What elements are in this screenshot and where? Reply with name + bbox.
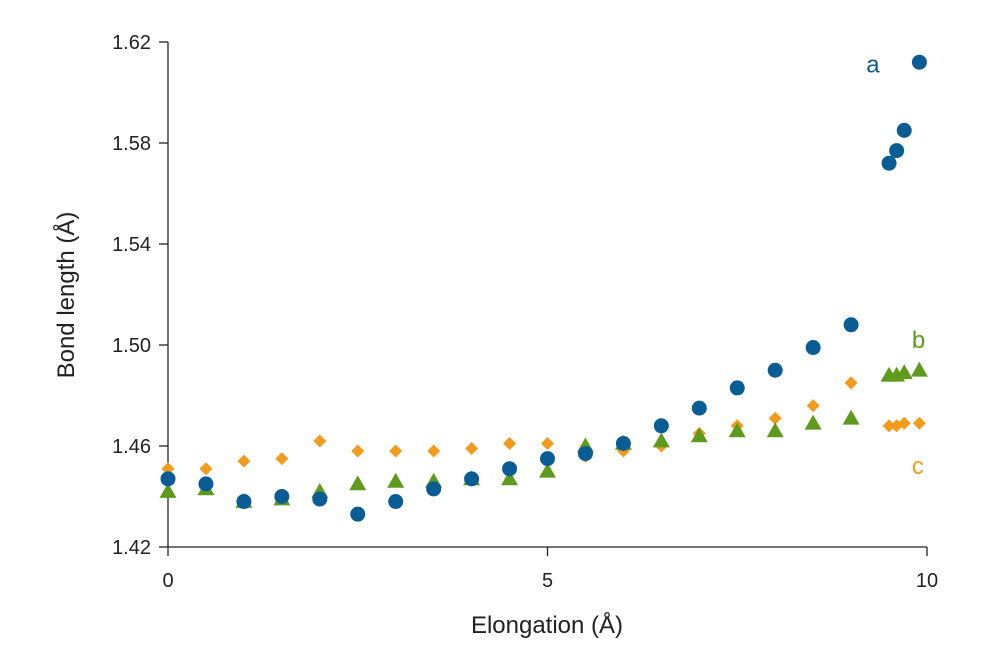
x-tick-label: 5 — [542, 570, 553, 592]
series-c-point — [844, 376, 858, 390]
series-b-point — [349, 475, 367, 491]
series-a-point — [502, 461, 518, 477]
series-b-point — [387, 472, 405, 488]
y-tick-label: 1.46 — [112, 436, 151, 458]
series-labels: a b c — [866, 52, 925, 480]
y-tick-label: 1.54 — [112, 234, 151, 256]
series-b-point — [804, 414, 822, 430]
series-b-point — [895, 364, 913, 380]
series-c-point — [313, 434, 327, 448]
series-c-point — [427, 444, 441, 458]
series-b-point — [501, 470, 519, 486]
series-a-point — [881, 155, 897, 171]
series-c-point — [503, 436, 517, 450]
x-tick-label: 0 — [162, 570, 173, 592]
series-c-point — [768, 411, 782, 425]
series-c-point — [465, 442, 479, 456]
x-tick-label: 10 — [916, 570, 938, 592]
series-a-label: a — [866, 52, 880, 79]
series-a-marks — [160, 54, 927, 522]
series-b-point — [159, 482, 177, 498]
series-c-point — [541, 436, 554, 450]
series-b-point — [690, 427, 708, 443]
series-c-point — [237, 454, 251, 468]
series-a-point — [350, 506, 366, 522]
y-tick-label: 1.50 — [112, 335, 151, 357]
series-a-point — [388, 494, 404, 510]
series-c-point — [806, 399, 820, 413]
series-b-point — [539, 462, 556, 478]
series-a-point — [198, 476, 214, 492]
series-c-point — [275, 452, 289, 466]
series-b-marks — [159, 361, 928, 508]
series-a-point — [729, 380, 745, 396]
series-c-point — [351, 444, 365, 458]
series-c-label: c — [912, 453, 924, 480]
series-a-point — [160, 471, 176, 487]
series-c-point — [912, 416, 926, 430]
series-a-point — [691, 400, 707, 416]
series-a-point — [312, 491, 328, 507]
y-tick-label: 1.42 — [112, 537, 151, 559]
series-a-point — [274, 489, 290, 504]
series-b-point — [910, 361, 928, 377]
series-a-point — [653, 418, 669, 434]
series-c-point — [389, 444, 403, 458]
series-a-point — [889, 143, 905, 159]
series-b-point — [728, 422, 746, 438]
y-tick-label: 1.62 — [112, 32, 151, 54]
series-a-point — [896, 122, 912, 138]
series-a-point — [236, 494, 252, 510]
y-tick-label: 1.58 — [112, 133, 151, 155]
axes: 1.42 1.46 1.50 1.54 1.58 1.62 0 5 10 — [112, 32, 938, 592]
series-a-point — [843, 317, 859, 333]
series-c-marks — [161, 376, 926, 476]
series-a-point — [767, 362, 783, 378]
y-axis-title: Bond length (Å) — [52, 212, 80, 379]
series-c-point — [161, 462, 175, 476]
series-a-point — [426, 481, 442, 497]
series-c-point — [897, 416, 911, 430]
series-b-point — [842, 409, 860, 425]
series-c-point — [199, 462, 213, 476]
series-a-point — [577, 446, 593, 462]
series-a-point — [464, 471, 480, 487]
series-a-point — [805, 340, 821, 356]
series-b-point — [652, 432, 670, 448]
series-b-point — [766, 422, 784, 438]
series-a-point — [615, 435, 631, 451]
series-a-point — [540, 451, 555, 467]
x-axis-title: Elongation (Å) — [471, 611, 623, 639]
series-c-point — [882, 419, 896, 433]
series-b-label: b — [912, 327, 925, 354]
series-a-point — [911, 54, 927, 70]
